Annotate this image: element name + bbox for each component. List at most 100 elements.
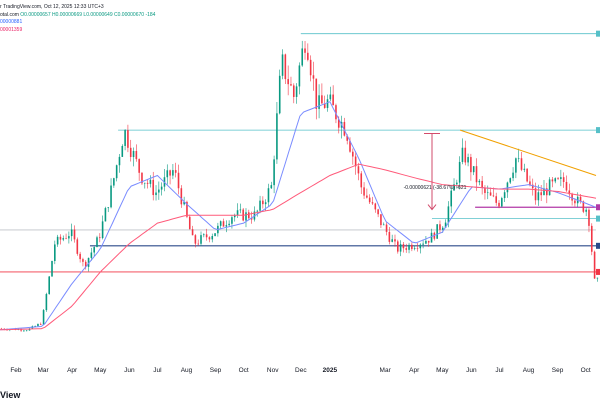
candle	[99, 233, 101, 243]
candle	[166, 164, 169, 185]
candle	[56, 234, 59, 247]
candle	[546, 182, 548, 204]
candle	[245, 208, 247, 228]
candle	[203, 233, 205, 238]
candle	[25, 329, 28, 332]
candle	[84, 260, 87, 270]
candle	[70, 223, 73, 242]
candle	[456, 179, 458, 189]
legend-ohlc-row: otal.com O0.00000657 H0.00000669 L0.0000…	[0, 12, 155, 20]
candle	[481, 175, 483, 195]
candle	[408, 242, 410, 254]
candle	[138, 158, 140, 181]
drawings: -0.00000621 (-38.67%) -621	[404, 129, 597, 211]
candle	[152, 171, 155, 201]
candle	[23, 329, 25, 332]
legend-change: -184	[145, 11, 156, 18]
candle	[416, 242, 419, 252]
candle	[256, 209, 259, 217]
candle	[562, 172, 565, 188]
candle	[188, 214, 191, 230]
candle	[20, 327, 22, 332]
candle	[467, 153, 469, 167]
candle	[470, 153, 472, 181]
candle	[543, 180, 545, 196]
measure-arrow-icon	[427, 204, 437, 211]
legend-close: C0.00000670	[114, 11, 145, 18]
candle	[489, 187, 492, 196]
candle	[177, 164, 180, 195]
candle	[371, 196, 374, 206]
candle	[273, 155, 275, 194]
candle	[509, 177, 512, 184]
candle	[295, 83, 298, 104]
x-tick-label: Jul	[153, 367, 162, 374]
candle	[596, 277, 599, 282]
candle	[571, 192, 573, 206]
descending-trendline[interactable]	[459, 129, 597, 176]
candle	[214, 233, 216, 237]
legend-symbol: otal.com	[0, 11, 19, 18]
x-tick-label: Sep	[552, 367, 564, 374]
candle	[225, 220, 228, 233]
x-tick-label: 2025	[323, 367, 338, 374]
candle	[551, 176, 554, 188]
candle	[34, 325, 36, 327]
candle	[343, 117, 346, 137]
candle	[287, 65, 289, 96]
candle	[554, 177, 557, 184]
candle	[267, 183, 270, 207]
x-tick-label: May	[436, 367, 449, 374]
candle	[121, 144, 124, 157]
candle	[307, 43, 309, 62]
candle	[512, 167, 514, 182]
candle	[110, 178, 112, 209]
candle	[101, 215, 104, 240]
x-tick-label: Aug	[523, 367, 535, 374]
candle	[270, 181, 273, 189]
candle	[402, 242, 405, 253]
ma-slow-line	[0, 163, 597, 331]
candle	[135, 144, 138, 162]
legend-ma-fast-value: 00000881	[0, 19, 23, 25]
candle	[427, 240, 430, 247]
candle	[517, 148, 520, 163]
legend-low: L0.00000649	[83, 11, 113, 18]
price-marker	[596, 30, 600, 37]
x-tick-label: Sep	[210, 367, 222, 374]
price-marker	[596, 268, 600, 275]
chart-legend: r TradingView.com, Oct 12, 2025 12:33 UT…	[0, 4, 155, 34]
candle	[239, 203, 242, 214]
candle	[399, 240, 402, 257]
candle	[506, 181, 509, 198]
candle	[163, 169, 166, 192]
candle	[236, 203, 239, 219]
candle	[495, 192, 497, 206]
candle	[304, 40, 306, 60]
candle	[588, 208, 590, 233]
candle	[391, 234, 393, 243]
candle	[419, 243, 422, 254]
candle	[557, 177, 559, 181]
candle	[205, 228, 208, 241]
candle	[79, 251, 81, 263]
candle	[169, 169, 171, 185]
candle	[73, 225, 76, 243]
candle	[565, 175, 568, 192]
candle	[430, 228, 433, 243]
candle	[523, 163, 526, 173]
candle	[253, 206, 256, 222]
candle	[82, 257, 84, 267]
candle	[284, 53, 287, 84]
candle	[503, 189, 506, 202]
candle	[276, 102, 278, 164]
candle	[560, 169, 562, 187]
price-markers	[596, 30, 600, 275]
candle	[475, 158, 478, 191]
candle	[315, 78, 318, 120]
candle	[366, 188, 368, 199]
candle	[219, 220, 222, 229]
candle	[436, 224, 438, 239]
